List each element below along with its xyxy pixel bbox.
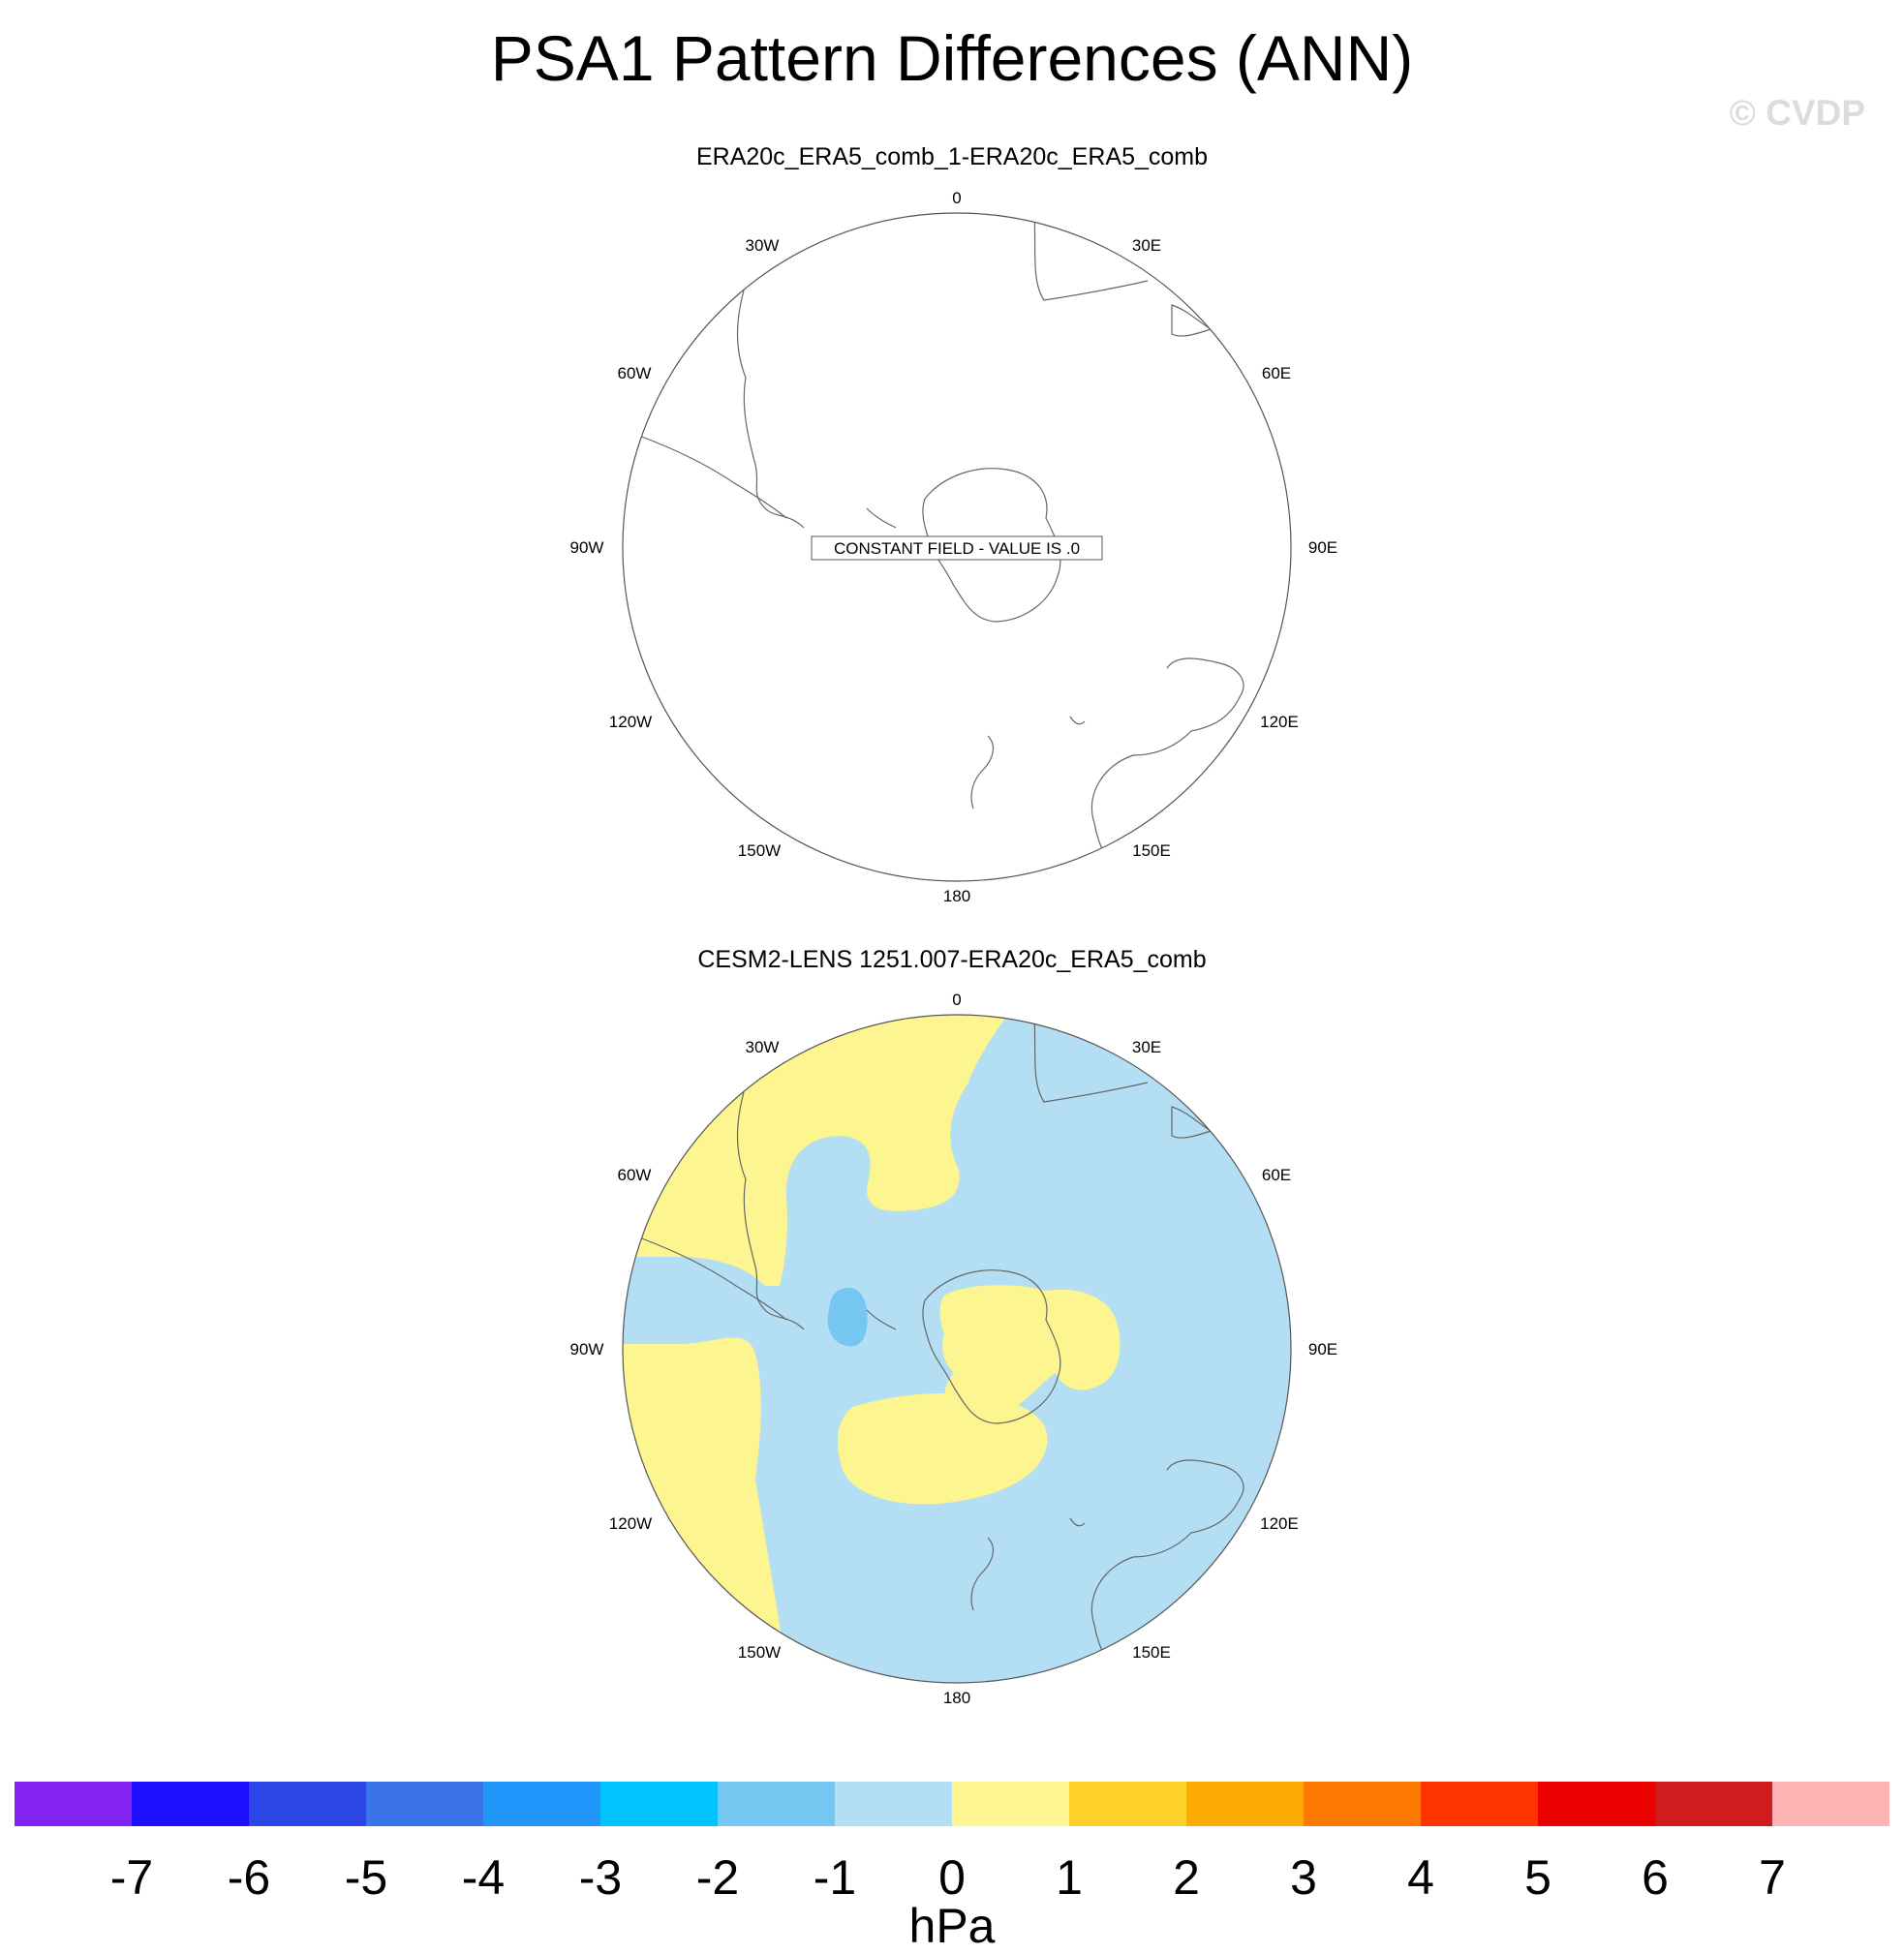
colorbar-tick-label: 2 xyxy=(1173,1850,1200,1905)
colorbar-swatch xyxy=(249,1782,367,1826)
lon-label-90w: 90W xyxy=(570,1340,604,1359)
colorbar-swatch xyxy=(1421,1782,1539,1826)
lon-label-90w: 90W xyxy=(570,538,604,557)
colorbar-units: hPa xyxy=(908,1899,996,1953)
lon-label-120w: 120W xyxy=(609,1514,652,1533)
colorbar-swatch xyxy=(366,1782,484,1826)
lon-label-0: 0 xyxy=(952,189,961,207)
panel-2-map: 0 30E 60E 90E 120E 150E 180 150W 120W 90… xyxy=(570,991,1338,1707)
lon-label-150w: 150W xyxy=(738,841,781,860)
lon-label-120e: 120E xyxy=(1260,713,1299,731)
coastlines-2 xyxy=(638,1015,1244,1683)
lon-label-30e: 30E xyxy=(1132,1038,1161,1056)
colorbar-tick-label: 6 xyxy=(1642,1850,1669,1905)
lon-label-60e: 60E xyxy=(1262,364,1291,382)
colorbar-swatch xyxy=(1772,1782,1889,1826)
colorbar-swatch xyxy=(835,1782,953,1826)
cvdp-watermark: © CVDP xyxy=(1729,93,1865,133)
colorbar-tick-label: -1 xyxy=(813,1850,857,1905)
constant-field-box xyxy=(811,535,1103,561)
lon-label-120w: 120W xyxy=(609,713,652,731)
panel-1-title: ERA20c_ERA5_comb_1-ERA20c_ERA5_comb xyxy=(695,143,1209,170)
colorbar-tick-label: -4 xyxy=(461,1850,506,1905)
colorbar-tick-label: 4 xyxy=(1407,1850,1434,1905)
lon-label-150e: 150E xyxy=(1132,1643,1171,1662)
colorbar-swatch xyxy=(1304,1782,1422,1826)
colorbar-swatch xyxy=(15,1782,133,1826)
page-title: PSA1 Pattern Differences (ANN) xyxy=(490,22,1414,94)
lon-label-180: 180 xyxy=(943,1689,970,1707)
colorbar-swatch xyxy=(483,1782,601,1826)
lon-label-30e: 30E xyxy=(1132,236,1161,255)
colorbar-swatch xyxy=(1186,1782,1305,1826)
lon-label-120e: 120E xyxy=(1260,1514,1299,1533)
colorbar-swatch xyxy=(1538,1782,1656,1826)
colorbar-swatch xyxy=(1069,1782,1187,1826)
colorbar-tick-label: -6 xyxy=(227,1850,271,1905)
coastlines xyxy=(638,213,1244,881)
colorbar-tick-label: 0 xyxy=(938,1850,966,1905)
lon-label-60w: 60W xyxy=(618,364,652,382)
colorbar-swatch xyxy=(718,1782,836,1826)
lon-label-150w: 150W xyxy=(738,1643,781,1662)
colorbar-tick-label: -3 xyxy=(578,1850,623,1905)
colorbar-tick-label: 3 xyxy=(1290,1850,1317,1905)
colorbar-tick-label: 5 xyxy=(1524,1850,1551,1905)
lon-label-30w: 30W xyxy=(746,1038,780,1056)
colorbar-tick-label: 7 xyxy=(1759,1850,1786,1905)
colorbar-swatch xyxy=(132,1782,250,1826)
lon-label-60w: 60W xyxy=(618,1166,652,1184)
fill-negative-1-to-2 xyxy=(827,1287,868,1347)
colorbar-swatch xyxy=(952,1782,1070,1826)
lon-label-60e: 60E xyxy=(1262,1166,1291,1184)
lon-label-90e: 90E xyxy=(1308,1340,1337,1359)
colorbar xyxy=(15,1782,1889,1826)
fill-positive-antarctic xyxy=(939,1285,1121,1418)
colorbar-tick-label: 1 xyxy=(1056,1850,1083,1905)
fill-positive-southern xyxy=(837,1392,1048,1505)
colorbar-tick-label: -7 xyxy=(109,1850,154,1905)
colorbar-tick-label: -2 xyxy=(695,1850,740,1905)
colorbar-swatch xyxy=(1655,1782,1773,1826)
lon-label-180: 180 xyxy=(943,887,970,905)
lon-label-150e: 150E xyxy=(1132,841,1171,860)
lon-label-0: 0 xyxy=(952,991,961,1009)
lon-label-30w: 30W xyxy=(746,236,780,255)
map-boundary-2 xyxy=(622,1014,1292,1684)
constant-field-note: CONSTANT FIELD - VALUE IS .0 xyxy=(834,539,1080,558)
colorbar-swatch xyxy=(600,1782,719,1826)
panel-2-title: CESM2-LENS 1251.007-ERA20c_ERA5_comb xyxy=(697,946,1207,973)
panel-1-map: CONSTANT FIELD - VALUE IS .0 0 30E 60E 9… xyxy=(570,189,1338,905)
lon-label-90e: 90E xyxy=(1308,538,1337,557)
colorbar-tick-label: -5 xyxy=(344,1850,388,1905)
